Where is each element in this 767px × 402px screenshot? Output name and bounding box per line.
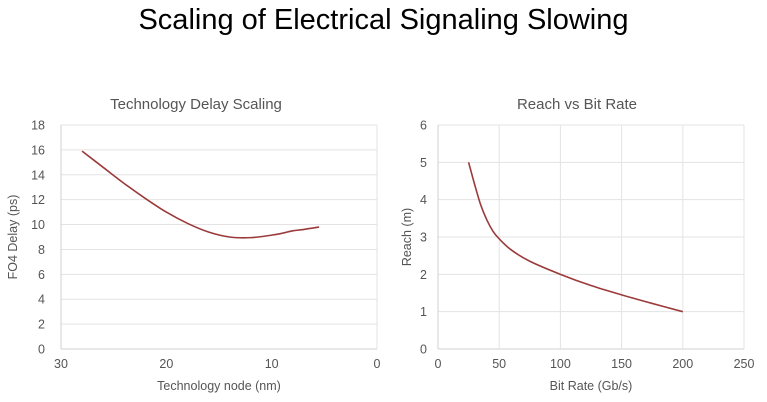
y-axis-label: FO4 Delay (ps) xyxy=(6,195,20,280)
x-tick-label: 0 xyxy=(435,357,442,371)
x-tick-label: 0 xyxy=(374,357,381,371)
chart-2: 0 1 2 3 4 5 6 0 50 100 150 200 250 Reach vs Bit Rate B… xyxy=(400,96,754,393)
y-tick-label: 0 xyxy=(420,343,427,357)
x-axis-label: Bit Rate (Gb/s) xyxy=(550,379,633,393)
y-tick-label: 5 xyxy=(420,156,427,170)
y-tick-label: 4 xyxy=(38,293,45,307)
y-tick-label: 10 xyxy=(31,218,45,232)
chart-title: Technology Delay Scaling xyxy=(110,96,282,113)
y-tick-label: 2 xyxy=(420,268,427,282)
y-tick-label: 8 xyxy=(38,243,45,257)
page-title: Scaling of Electrical Signaling Slowing xyxy=(138,4,629,36)
y-tick-label: 0 xyxy=(38,343,45,357)
x-tick-label: 150 xyxy=(611,357,632,371)
x-tick-label: 100 xyxy=(550,357,571,371)
y-tick-label: 18 xyxy=(31,119,45,133)
y-tick-label: 6 xyxy=(38,268,45,282)
x-tick-label: 30 xyxy=(54,357,68,371)
y-tick-label: 16 xyxy=(31,143,45,157)
y-axis-label: Reach (m) xyxy=(400,208,414,266)
y-tick-label: 3 xyxy=(420,231,427,245)
x-axis-label: Technology node (nm) xyxy=(157,379,281,393)
series-line xyxy=(467,162,684,313)
x-tick-label: 50 xyxy=(492,357,506,371)
x-tick-label: 250 xyxy=(734,357,755,371)
y-tick-label: 1 xyxy=(420,305,427,319)
series-line xyxy=(81,150,320,239)
y-tick-label: 2 xyxy=(38,318,45,332)
x-tick-label: 10 xyxy=(265,357,279,371)
chart-1: 0 2 4 6 8 10 12 14 16 18 30 20 10 0 Technology Delay S… xyxy=(6,96,381,393)
y-tick-label: 4 xyxy=(420,193,427,207)
chart-title: Reach vs Bit Rate xyxy=(517,96,637,113)
y-tick-label: 6 xyxy=(420,119,427,133)
y-tick-label: 12 xyxy=(31,193,45,207)
y-tick-label: 14 xyxy=(31,168,45,182)
x-tick-label: 200 xyxy=(672,357,693,371)
x-tick-label: 20 xyxy=(159,357,173,371)
